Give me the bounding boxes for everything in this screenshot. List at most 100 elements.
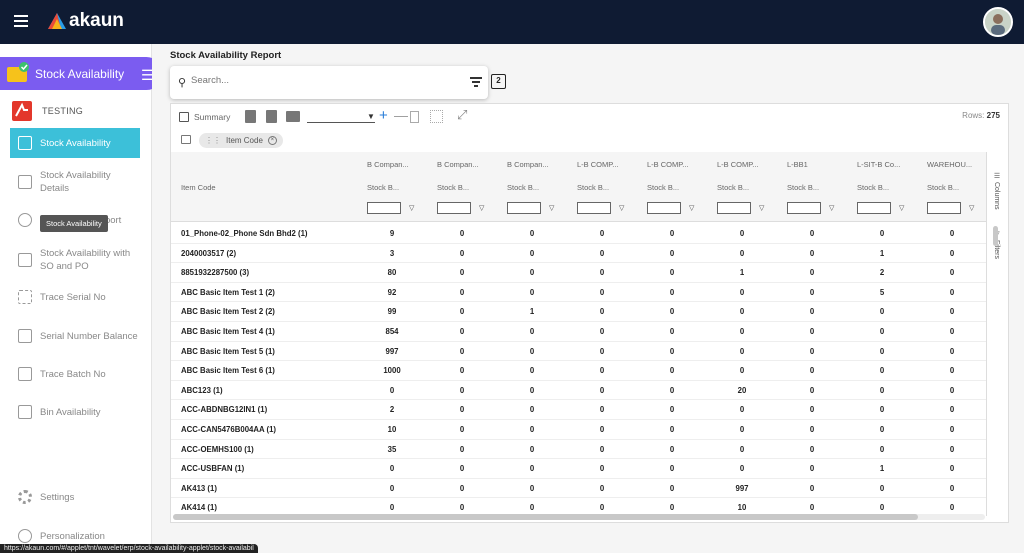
column-group-header[interactable]: L-B COMP...	[647, 160, 689, 169]
column-header[interactable]: Stock B...	[367, 183, 400, 192]
sidebar-item-label: Trace Batch No	[40, 368, 106, 380]
column-group-header[interactable]: B Compan...	[437, 160, 479, 169]
column-header[interactable]: Stock B...	[507, 183, 540, 192]
table-row[interactable]: ABC Basic Item Test 6 (1) 1000 0 0 0 0 0 0 0 0	[171, 361, 986, 381]
table-row[interactable]: ABC Basic Item Test 2 (2) 99 0 1 0 0 0 0 0 0	[171, 302, 986, 322]
sidebar-item-stock-availability-so-po[interactable]: Stock Availability with SO and PO	[10, 244, 140, 276]
column-header[interactable]: Stock B...	[787, 183, 820, 192]
column-group-header[interactable]: WAREHOU...	[927, 160, 973, 169]
remove-icon[interactable]: —	[394, 107, 408, 123]
table-row[interactable]: ACC-USBFAN (1) 0 0 0 0 0 0 0 1 0	[171, 459, 986, 479]
bookmark-icon[interactable]	[410, 111, 419, 123]
filter-icon[interactable]: ▽	[899, 205, 905, 212]
filter-icon[interactable]: ▽	[689, 205, 695, 212]
add-icon[interactable]: +	[379, 107, 388, 124]
org-logo-icon	[12, 101, 32, 121]
table-row[interactable]: ACC-CAN5476B004AA (1) 10 0 0 0 0 0 0 0 0	[171, 420, 986, 440]
column-filter-input[interactable]	[577, 202, 611, 214]
column-header[interactable]: Stock B...	[437, 183, 470, 192]
column-filter-input[interactable]	[927, 202, 961, 214]
filter-icon[interactable]: ▽	[829, 205, 835, 212]
sidebar-item-settings[interactable]: Settings	[10, 482, 140, 512]
vertical-scrollbar[interactable]	[993, 226, 1000, 520]
table-row[interactable]: ACC-ABDNBG12IN1 (1) 2 0 0 0 0 0 0 0 0	[171, 400, 986, 420]
stock-balance-cell: 0	[459, 503, 465, 513]
view-select[interactable]	[307, 111, 375, 123]
column-group-header[interactable]: L-BB1	[787, 160, 808, 169]
column-filter-input[interactable]	[787, 202, 821, 214]
collapse-sidebar-icon[interactable]: ☰	[141, 67, 154, 83]
chevron-down-icon[interactable]: ▼	[367, 112, 375, 121]
columns-tab[interactable]: ☰ Columns	[992, 172, 1000, 210]
layers-icon[interactable]: 2	[491, 74, 506, 89]
stock-balance-cell: 0	[669, 483, 675, 493]
table-row[interactable]: 2040003517 (2) 3 0 0 0 0 0 0 1 0	[171, 244, 986, 264]
column-header[interactable]: Stock B...	[927, 183, 960, 192]
stock-balance-cell: 5	[879, 287, 885, 297]
filter-icon[interactable]: ▽	[549, 205, 555, 212]
user-avatar[interactable]	[983, 7, 1013, 37]
column-group-header[interactable]: B Compan...	[507, 160, 549, 169]
sidebar-item-personalization[interactable]: Personalization	[10, 521, 140, 551]
stock-balance-cell: 0	[669, 346, 675, 356]
pdf-icon[interactable]	[245, 110, 256, 123]
column-filter-input[interactable]	[717, 202, 751, 214]
table-row[interactable]: ABC Basic Item Test 1 (2) 92 0 0 0 0 0 0 5 0	[171, 283, 986, 303]
column-filter-input[interactable]	[647, 202, 681, 214]
applet-header[interactable]: Stock Availability ☰	[0, 57, 163, 90]
table-row[interactable]: 8851932287500 (3) 80 0 0 0 0 1 0 2 0	[171, 263, 986, 283]
sidebar-item-trace-serial-no[interactable]: Trace Serial No	[10, 282, 140, 312]
column-filter-input[interactable]	[507, 202, 541, 214]
stock-balance-cell: 0	[599, 327, 605, 336]
filter-icon[interactable]: ▽	[969, 205, 975, 212]
drag-handle-icon[interactable]: ⋮⋮	[205, 136, 221, 145]
sidebar-item-trace-batch-no[interactable]: Trace Batch No	[10, 359, 140, 389]
print-icon[interactable]	[286, 111, 300, 122]
stock-balance-cell: 0	[529, 425, 535, 434]
scrollbar-thumb[interactable]	[993, 226, 998, 246]
close-icon[interactable]: ×	[267, 136, 277, 145]
group-chip[interactable]: ⋮⋮ Item Code ×	[199, 133, 283, 148]
filter-icon[interactable]: ▽	[759, 205, 765, 212]
org-selector[interactable]: TESTING	[12, 101, 83, 121]
sidebar-item-serial-number-balance[interactable]: Serial Number Balance	[10, 320, 140, 352]
table-row[interactable]: AK413 (1) 0 0 0 0 0 997 0 0 0	[171, 479, 986, 499]
column-header[interactable]: Stock B...	[647, 183, 680, 192]
expand-icon[interactable]: ⤢	[457, 107, 468, 122]
filter-icon[interactable]: ▽	[619, 205, 625, 212]
column-header[interactable]: Item Code	[181, 183, 216, 192]
document-icon[interactable]	[266, 110, 277, 123]
column-group-header[interactable]: L-B COMP...	[717, 160, 759, 169]
sidebar-item-stock-availability[interactable]: Stock Availability	[10, 128, 140, 158]
scrollbar-thumb[interactable]	[173, 514, 918, 520]
akaun-logo[interactable]: akaun	[48, 10, 124, 32]
table-row[interactable]: 01_Phone-02_Phone Sdn Bhd2 (1) 9 0 0 0 0 0 0 0 0	[171, 224, 986, 244]
search-input[interactable]	[191, 75, 451, 86]
filter-icon[interactable]	[470, 77, 482, 89]
sidebar-item-bin-availability[interactable]: Bin Availability	[10, 397, 140, 427]
stock-balance-cell: 997	[735, 483, 749, 493]
column-header[interactable]: Stock B...	[717, 183, 750, 192]
table-row[interactable]: ABC Basic Item Test 4 (1) 854 0 0 0 0 0 0 0 0	[171, 322, 986, 342]
column-filter-input[interactable]	[437, 202, 471, 214]
table-row[interactable]: ABC123 (1) 0 0 0 0 0 20 0 0 0	[171, 381, 986, 401]
hamburger-menu-icon[interactable]	[14, 15, 28, 27]
column-header[interactable]: Stock B...	[577, 183, 610, 192]
sidebar-item-stock-availability-details[interactable]: Stock Availability Details	[10, 167, 140, 197]
table-row[interactable]: AK414 (1) 0 0 0 0 0 10 0 0 0	[171, 498, 986, 516]
column-header[interactable]: Stock B...	[857, 183, 890, 192]
horizontal-scrollbar[interactable]	[173, 514, 985, 520]
table-row[interactable]: ACC-OEMHS100 (1) 35 0 0 0 0 0 0 0 0	[171, 440, 986, 460]
stock-balance-cell: 0	[949, 483, 955, 493]
filter-icon[interactable]: ▽	[409, 205, 415, 212]
column-group-header[interactable]: L-SIT-B Co...	[857, 160, 901, 169]
grid-select-icon[interactable]	[430, 110, 443, 123]
summary-checkbox[interactable]	[179, 112, 189, 122]
column-group-header[interactable]: L-B COMP...	[577, 160, 619, 169]
inventory-icon	[18, 136, 32, 150]
column-group-header[interactable]: B Compan...	[367, 160, 409, 169]
column-filter-input[interactable]	[367, 202, 401, 214]
filter-icon[interactable]: ▽	[479, 205, 485, 212]
column-filter-input[interactable]	[857, 202, 891, 214]
table-row[interactable]: ABC Basic Item Test 5 (1) 997 0 0 0 0 0 0 0 0	[171, 342, 986, 362]
